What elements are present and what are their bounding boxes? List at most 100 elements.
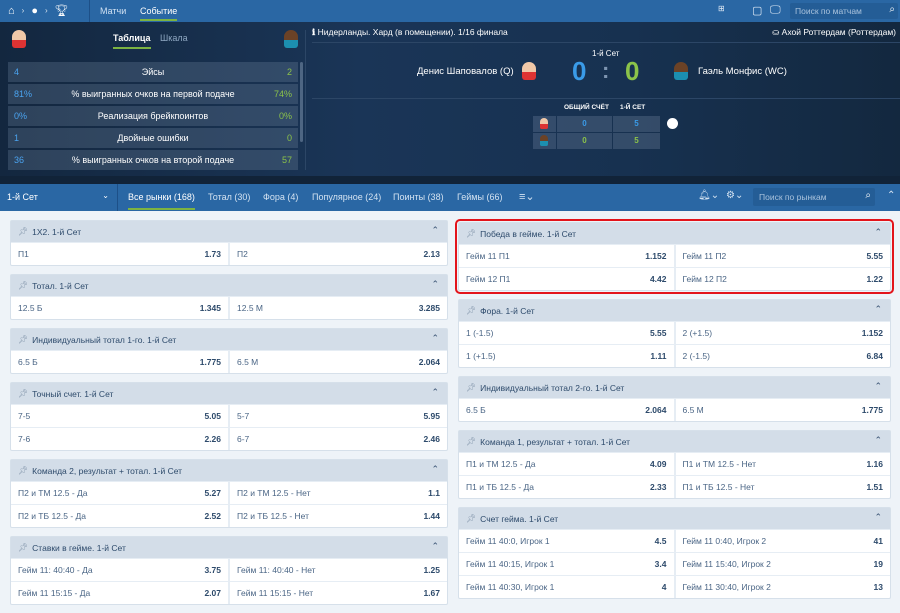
odds-cell[interactable]: 1 (+1.5) 1.11 xyxy=(459,345,676,367)
odds-cell[interactable]: Гейм 11: 40:40 - Да 3.75 xyxy=(11,559,230,581)
odds-cell[interactable]: 6.5 Б 2.064 xyxy=(459,399,676,421)
odds-cell[interactable]: Гейм 11 П2 5.55 xyxy=(676,245,891,267)
odds-cell[interactable]: 6-7 2.46 xyxy=(230,428,447,450)
home-icon[interactable]: ⌂ xyxy=(8,4,15,17)
pin-icon[interactable]: 📌︎ xyxy=(466,306,477,315)
odds-cell[interactable]: П1 и ТБ 12.5 - Нет 1.51 xyxy=(676,476,891,498)
chevron-up-icon[interactable]: ⌃ xyxy=(874,227,882,237)
pin-icon[interactable]: 📌︎ xyxy=(18,389,29,398)
chevron-up-icon[interactable]: ⌃ xyxy=(874,381,882,391)
odds-cell[interactable]: 6.5 М 2.064 xyxy=(230,351,447,373)
tab-all-markets[interactable]: Все рынки (168) xyxy=(128,192,195,210)
tab-matches[interactable]: Матчи xyxy=(100,6,127,16)
odds-cell[interactable]: 2 (-1.5) 6.84 xyxy=(676,345,891,367)
chevron-up-icon[interactable]: ⌃ xyxy=(874,512,882,522)
odds-cell[interactable]: Гейм 11: 40:40 - Нет 1.25 xyxy=(230,559,447,581)
odds-cell[interactable]: 7-5 5.05 xyxy=(11,405,230,427)
market-header[interactable]: 📌︎ Индивидуальный тотал 2-го. 1-й Сет ⌃ xyxy=(459,377,890,398)
stat-player2: 57 xyxy=(281,155,292,165)
odds-cell[interactable]: 12.5 Б 1.345 xyxy=(11,297,230,319)
monitor-icon[interactable]: 🖵︎ xyxy=(770,4,781,16)
market-header[interactable]: 📌︎ Точный счет. 1-й Сет ⌃ xyxy=(11,383,447,404)
market-header[interactable]: 📌︎ Счет гейма. 1-й Сет ⌃ xyxy=(459,508,890,529)
odds-value: 1.1 xyxy=(428,488,440,498)
odds-cell[interactable]: Гейм 11 15:15 - Да 2.07 xyxy=(11,582,230,604)
tab-games[interactable]: Геймы (66) xyxy=(457,192,503,202)
odds-cell[interactable]: П1 и ТМ 12.5 - Нет 1.16 xyxy=(676,453,891,475)
tab-event[interactable]: Событие xyxy=(140,6,178,21)
set-select[interactable]: 1-й Сет ⌄ xyxy=(0,184,118,211)
market-header[interactable]: 📌︎ Победа в гейме. 1-й Сет ⌃ xyxy=(459,223,890,244)
pin-icon[interactable]: 📌︎ xyxy=(18,281,29,290)
bell-icon[interactable]: 🔔︎⌄ xyxy=(698,190,720,201)
odds-cell[interactable]: Гейм 11 15:15 - Нет 1.67 xyxy=(230,582,447,604)
tab-popular[interactable]: Популярное (24) xyxy=(312,192,382,202)
window-icon[interactable]: ▢ xyxy=(752,5,763,17)
odds-cell[interactable]: Гейм 12 П1 4.42 xyxy=(459,268,676,290)
market-header[interactable]: 📌︎ Команда 2, результат + тотал. 1-й Сет ⌃ xyxy=(11,460,447,481)
chevron-up-icon[interactable]: ⌃ xyxy=(431,387,439,397)
trophy-icon[interactable]: 🏆︎ xyxy=(54,5,69,17)
market-header[interactable]: 📌︎ 1X2. 1-й Сет ⌃ xyxy=(11,221,447,242)
market-header[interactable]: 📌︎ Тотал. 1-й Сет ⌃ xyxy=(11,275,447,296)
market-header[interactable]: 📌︎ Команда 1, результат + тотал. 1-й Сет ⌃ xyxy=(459,431,890,452)
one-x-zone-icon[interactable]: ⊞ xyxy=(718,4,725,13)
odds-cell[interactable]: 12.5 М 3.285 xyxy=(230,297,447,319)
chevron-up-icon[interactable]: ⌃ xyxy=(874,435,882,445)
pin-icon[interactable]: 📌︎ xyxy=(466,229,477,238)
odds-cell[interactable]: П2 и ТБ 12.5 - Нет 1.44 xyxy=(230,505,447,527)
tab-points[interactable]: Поинты (38) xyxy=(393,192,444,202)
search-icon[interactable]: ⌕ xyxy=(865,190,871,201)
chevron-up-icon[interactable]: ⌃ xyxy=(431,464,439,474)
chevron-up-icon[interactable]: ⌃ xyxy=(431,225,439,235)
chevron-up-icon[interactable]: ⌃ xyxy=(874,304,882,314)
match-search-input[interactable]: Поиск по матчам ⌕ xyxy=(790,3,898,19)
search-icon[interactable]: ⌕ xyxy=(889,4,895,15)
pin-icon[interactable]: 📌︎ xyxy=(18,335,29,344)
market-header[interactable]: 📌︎ Фора. 1-й Сет ⌃ xyxy=(459,300,890,321)
odds-cell[interactable]: П1 и ТБ 12.5 - Да 2.33 xyxy=(459,476,676,498)
odds-cell[interactable]: 6.5 М 1.775 xyxy=(676,399,891,421)
collapse-icon[interactable]: ⌃ xyxy=(887,190,896,201)
tennis-ball-icon[interactable]: ● xyxy=(31,4,38,17)
pin-icon[interactable]: 📌︎ xyxy=(466,514,477,523)
odds-cell[interactable]: 5-7 5.95 xyxy=(230,405,447,427)
tab-handicap[interactable]: Фора (4) xyxy=(263,192,299,202)
odds-cell[interactable]: 2 (+1.5) 1.152 xyxy=(676,322,891,344)
odds-cell[interactable]: Гейм 11 40:30, Игрок 1 4 xyxy=(459,576,676,598)
odds-cell[interactable]: 1 (-1.5) 5.55 xyxy=(459,322,676,344)
more-menu-icon[interactable]: ≡⌄ xyxy=(519,191,535,203)
odds-cell[interactable]: 7-6 2.26 xyxy=(11,428,230,450)
tab-table[interactable]: Таблица xyxy=(113,33,151,49)
odds-cell[interactable]: 6.5 Б 1.775 xyxy=(11,351,230,373)
pin-icon[interactable]: 📌︎ xyxy=(18,543,29,552)
odds-cell[interactable]: П2 и ТБ 12.5 - Да 2.52 xyxy=(11,505,230,527)
odds-cell[interactable]: Гейм 11 П1 1.152 xyxy=(459,245,676,267)
gear-icon[interactable]: ⚙⌄ xyxy=(726,190,744,201)
odds-cell[interactable]: П2 и ТМ 12.5 - Да 5.27 xyxy=(11,482,230,504)
market-header[interactable]: 📌︎ Ставки в гейме. 1-й Сет ⌃ xyxy=(11,537,447,558)
chevron-up-icon[interactable]: ⌃ xyxy=(431,333,439,343)
odds-cell[interactable]: П1 и ТМ 12.5 - Да 4.09 xyxy=(459,453,676,475)
pin-icon[interactable]: 📌︎ xyxy=(466,383,477,392)
odds-cell[interactable]: Гейм 11 15:40, Игрок 2 19 xyxy=(676,553,891,575)
odds-cell[interactable]: Гейм 11 0:40, Игрок 2 41 xyxy=(676,530,891,552)
odds-cell[interactable]: Гейм 12 П2 1.22 xyxy=(676,268,891,290)
tab-total[interactable]: Тотал (30) xyxy=(208,192,251,202)
chevron-up-icon[interactable]: ⌃ xyxy=(431,541,439,551)
odds-cell[interactable]: Гейм 11 40:15, Игрок 1 3.4 xyxy=(459,553,676,575)
market-header[interactable]: 📌︎ Индивидуальный тотал 1-го. 1-й Сет ⌃ xyxy=(11,329,447,350)
stat-label: Реализация брейкпоинтов xyxy=(97,111,209,121)
odds-cell[interactable]: Гейм 11 30:40, Игрок 2 13 xyxy=(676,576,891,598)
odds-cell[interactable]: П1 1.73 xyxy=(11,243,230,265)
pin-icon[interactable]: 📌︎ xyxy=(18,466,29,475)
pin-icon[interactable]: 📌︎ xyxy=(466,437,477,446)
odds-cell[interactable]: Гейм 11 40:0, Игрок 1 4.5 xyxy=(459,530,676,552)
stats-scrollbar[interactable] xyxy=(300,62,303,142)
tab-timeline[interactable]: Шкала xyxy=(160,33,188,43)
pin-icon[interactable]: 📌︎ xyxy=(18,227,29,236)
odds-cell[interactable]: П2 2.13 xyxy=(230,243,447,265)
market-search-input[interactable]: Поиск по рынкам ⌕ xyxy=(753,188,875,206)
odds-cell[interactable]: П2 и ТМ 12.5 - Нет 1.1 xyxy=(230,482,447,504)
chevron-up-icon[interactable]: ⌃ xyxy=(431,279,439,289)
